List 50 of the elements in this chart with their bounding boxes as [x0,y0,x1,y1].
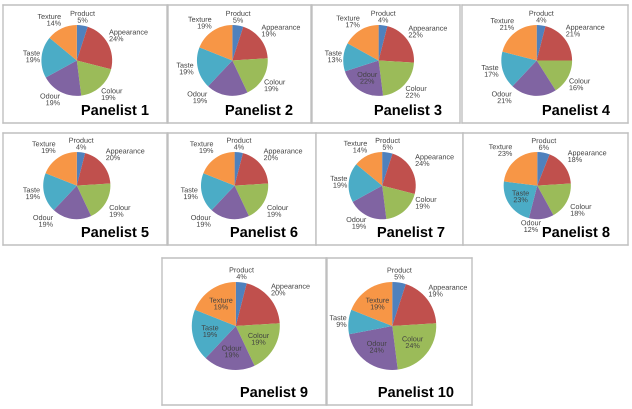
pie-slice [356,152,382,186]
pie-slice [43,173,77,210]
pie-slice [212,186,249,220]
pie-slice [351,282,392,326]
pie-slice [512,60,556,96]
pie-slice [50,25,77,60]
pie-slice [349,326,398,370]
pie-slice [199,25,232,60]
pie-slice [502,25,537,60]
text: Panelist 6 [230,226,298,238]
text: Panelist 8 [542,226,610,238]
pie-slice [504,181,538,218]
pie-slice [344,60,384,96]
text: Panelist 3 [374,104,442,116]
pie-slice [76,184,110,216]
pie-slice [392,323,436,370]
text: Panelist 2 [226,104,292,116]
text: Panelist 1 [82,104,149,116]
pie-slice [54,186,92,220]
pie-slice [236,282,247,326]
pie-slice [203,152,235,186]
pie-slice [76,152,86,186]
text: Panelist 10 [378,386,454,398]
pie-slice [232,25,244,60]
pie-slice [234,184,268,216]
pie-slice [46,152,77,186]
pie-slice [41,38,77,78]
pie-slice [382,154,416,194]
pie-slice [528,186,554,220]
pie-slice [537,184,571,216]
text: Panelist 7 [378,226,444,238]
pie-slice [392,282,406,326]
pie-slice [343,43,379,72]
pie-slice [194,282,236,326]
text: Panelist 4 [542,104,610,116]
pie-slice [378,25,388,60]
pie-slice [234,152,243,186]
pie-slice [196,47,232,86]
pie-slice [76,25,88,60]
text: Panelist 5 [82,226,149,238]
pie-slice [501,52,537,86]
pie-slice [382,152,393,186]
pie-slice [382,186,415,219]
pie-slice [348,164,382,202]
pie-slice [201,173,235,210]
text: Panelist 9 [240,386,308,398]
pie-slice [208,60,248,96]
pie-slice [348,310,392,334]
pie-slice [536,25,546,60]
pie-slice [537,152,550,186]
